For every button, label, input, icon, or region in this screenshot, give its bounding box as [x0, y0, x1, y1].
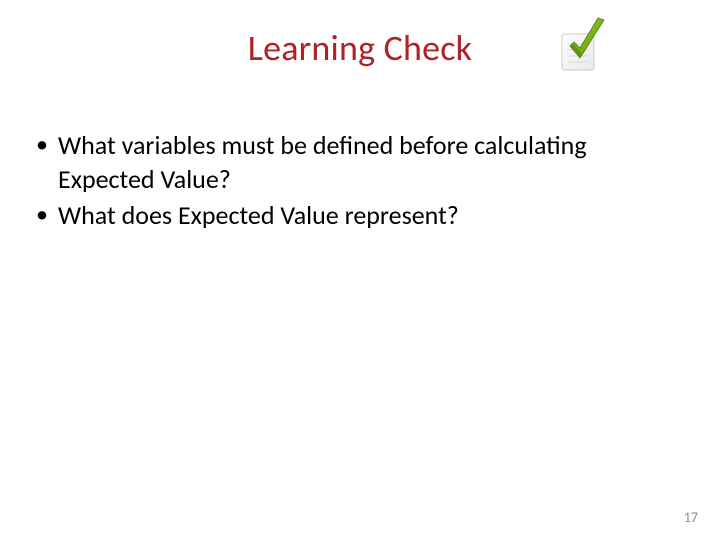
bullet-text: What does Expected Value represent? — [58, 198, 459, 232]
bullet-marker: • — [30, 198, 58, 232]
bullet-text: What variables must be defined before ca… — [58, 128, 670, 196]
checkmark-icon — [558, 14, 608, 74]
page-number: 17 — [684, 509, 698, 526]
bullet-marker: • — [30, 128, 58, 162]
slide-body: • What variables must be defined before … — [30, 128, 670, 234]
title-row: Learning Check — [0, 26, 720, 70]
slide: Learning Check — [0, 0, 720, 540]
bullet-item: • What variables must be defined before … — [30, 128, 670, 196]
slide-title: Learning Check — [248, 26, 472, 70]
bullet-item: • What does Expected Value represent? — [30, 198, 670, 232]
